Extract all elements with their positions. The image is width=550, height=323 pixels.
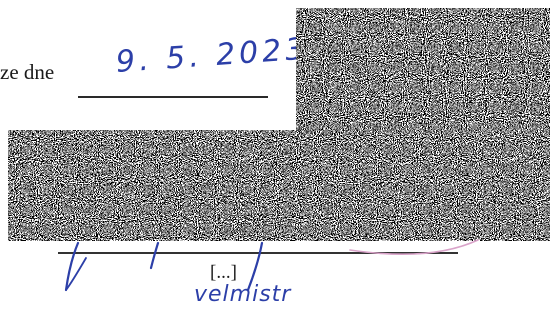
signature-stroke-4 — [246, 241, 264, 292]
signature-stroke-1 — [64, 241, 80, 292]
date-prefix: ze dne — [0, 60, 55, 84]
handwritten-title: velmistr — [194, 282, 292, 307]
redaction-block-wide — [8, 130, 550, 241]
date-line: ze dne — [0, 60, 54, 85]
omission-marker: [...] — [210, 262, 237, 283]
signature-stroke-3 — [149, 241, 160, 270]
date-underline — [78, 96, 268, 98]
signature-line — [58, 252, 458, 254]
signature-stroke-2 — [65, 257, 87, 291]
stamp-arc — [349, 239, 479, 256]
redaction-block-top — [296, 8, 550, 135]
